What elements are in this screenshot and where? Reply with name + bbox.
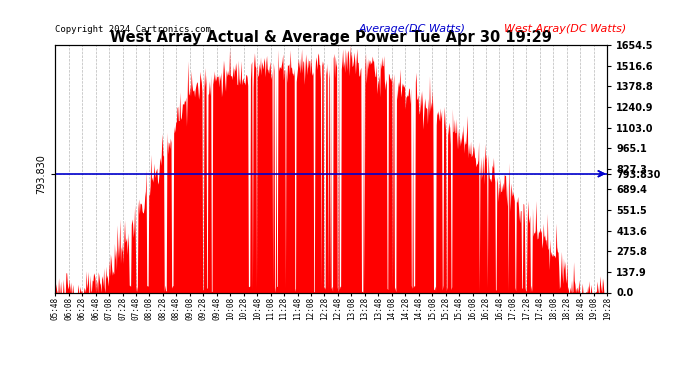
Text: Copyright 2024 Cartronics.com: Copyright 2024 Cartronics.com	[55, 25, 211, 34]
Text: West Array(DC Watts): West Array(DC Watts)	[504, 24, 626, 34]
Title: West Array Actual & Average Power Tue Apr 30 19:29: West Array Actual & Average Power Tue Ap…	[110, 30, 552, 45]
Text: Average(DC Watts): Average(DC Watts)	[359, 24, 466, 34]
